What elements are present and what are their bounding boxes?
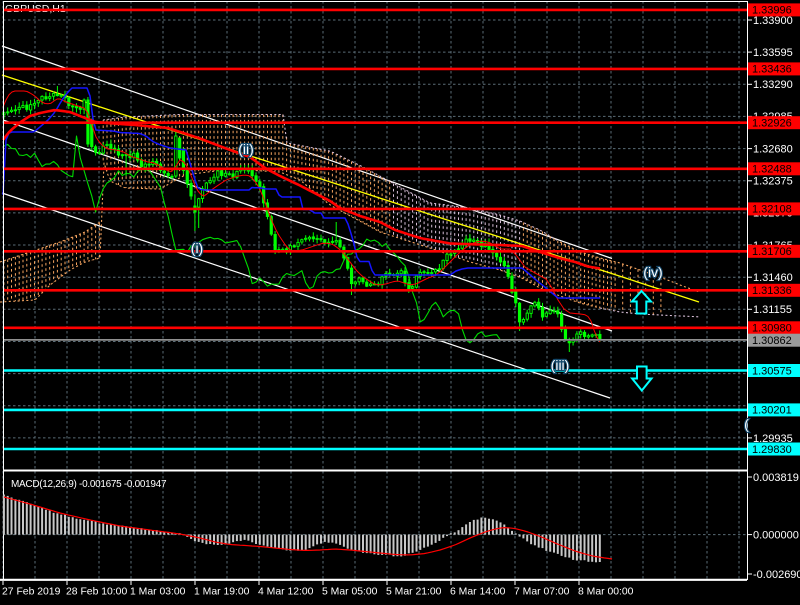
svg-text:1.32680: 1.32680 bbox=[753, 143, 793, 155]
svg-text:1.30980: 1.30980 bbox=[752, 323, 792, 335]
svg-text:1.31460: 1.31460 bbox=[753, 272, 793, 284]
svg-text:MACD(12,26,9) -0.001675 -0.001: MACD(12,26,9) -0.001675 -0.001947 bbox=[11, 479, 167, 490]
svg-text:(ii): (ii) bbox=[238, 141, 254, 157]
svg-text:0.000000: 0.000000 bbox=[753, 529, 799, 541]
svg-text:1.32108: 1.32108 bbox=[752, 204, 792, 216]
svg-text:1 Mar 03:00: 1 Mar 03:00 bbox=[130, 587, 186, 598]
svg-text:(: ( bbox=[744, 416, 749, 432]
svg-text:1.32488: 1.32488 bbox=[752, 164, 792, 176]
svg-text:1.33290: 1.33290 bbox=[753, 79, 793, 91]
svg-text:1.31706: 1.31706 bbox=[752, 246, 792, 258]
svg-text:5 Mar 21:00: 5 Mar 21:00 bbox=[386, 587, 442, 598]
svg-text:1.30575: 1.30575 bbox=[752, 365, 792, 377]
svg-text:1.30201: 1.30201 bbox=[752, 405, 792, 417]
svg-text:8 Mar 00:00: 8 Mar 00:00 bbox=[578, 587, 634, 598]
svg-text:(iv): (iv) bbox=[643, 264, 662, 280]
svg-text:1.31336: 1.31336 bbox=[752, 285, 792, 297]
svg-text:1.31155: 1.31155 bbox=[753, 304, 792, 316]
svg-text:7 Mar 07:00: 7 Mar 07:00 bbox=[514, 587, 570, 598]
svg-text:-0.002690: -0.002690 bbox=[753, 569, 800, 581]
svg-text:1.33436: 1.33436 bbox=[752, 64, 792, 76]
svg-text:1.29935: 1.29935 bbox=[753, 433, 793, 445]
svg-text:28 Feb 10:00: 28 Feb 10:00 bbox=[66, 587, 127, 598]
svg-text:1.32926: 1.32926 bbox=[752, 118, 792, 130]
svg-text:1.30862: 1.30862 bbox=[752, 335, 792, 347]
svg-text:27 Feb 2019: 27 Feb 2019 bbox=[2, 587, 61, 598]
svg-text:6 Mar 14:00: 6 Mar 14:00 bbox=[450, 587, 506, 598]
svg-text:1 Mar 19:00: 1 Mar 19:00 bbox=[194, 587, 250, 598]
svg-text:(i): (i) bbox=[191, 240, 203, 256]
svg-text:1.29830: 1.29830 bbox=[752, 444, 792, 456]
svg-text:1.33900: 1.33900 bbox=[753, 15, 793, 27]
svg-text:(iii): (iii) bbox=[551, 357, 570, 373]
svg-text:4 Mar 12:00: 4 Mar 12:00 bbox=[258, 587, 314, 598]
svg-text:1.32375: 1.32375 bbox=[753, 176, 793, 188]
svg-text:0.003819: 0.003819 bbox=[753, 472, 799, 484]
svg-text:5 Mar 05:00: 5 Mar 05:00 bbox=[322, 587, 378, 598]
svg-text:1.33996: 1.33996 bbox=[752, 5, 792, 17]
svg-text:1.33595: 1.33595 bbox=[753, 47, 793, 59]
